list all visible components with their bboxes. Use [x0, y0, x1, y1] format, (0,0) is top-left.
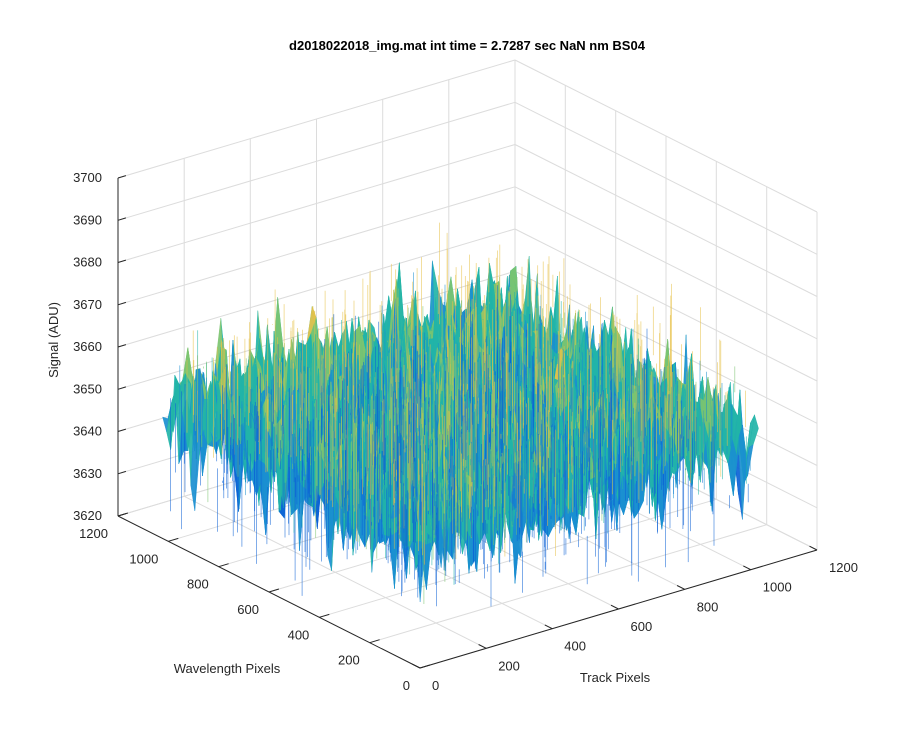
floor-gridline	[369, 524, 767, 644]
wall-gridline	[117, 144, 516, 263]
wall-gridline	[117, 228, 516, 348]
wall-gridline	[514, 228, 818, 382]
wall-gridline	[514, 101, 818, 255]
wall-gridline	[117, 186, 516, 306]
wall-gridline	[514, 59, 818, 213]
wall-gridline	[514, 270, 818, 424]
surface-mesh	[162, 222, 759, 607]
wall-gridline	[514, 144, 818, 297]
wall-gridline	[117, 101, 516, 221]
wall-gridline	[514, 186, 818, 340]
floor-gridline	[319, 498, 717, 618]
wall-gridline	[117, 59, 516, 179]
